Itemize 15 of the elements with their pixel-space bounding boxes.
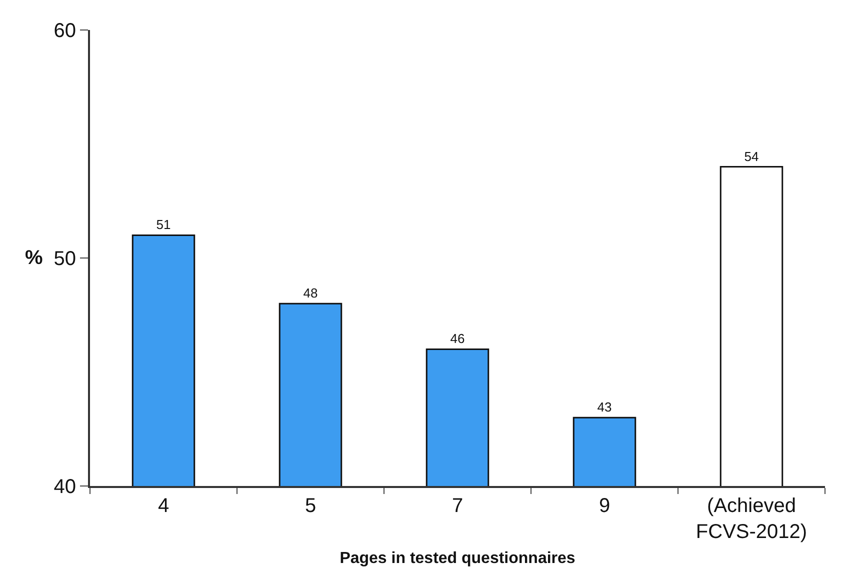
x-tick-label: 7 bbox=[452, 495, 464, 517]
y-tick-label: 60 bbox=[54, 20, 76, 42]
data-label: 48 bbox=[303, 286, 318, 301]
y-axis-title: % bbox=[25, 247, 43, 269]
x-axis-title: Pages in tested questionnaires bbox=[340, 550, 576, 568]
x-tick-label: 4 bbox=[158, 495, 170, 517]
data-label: 46 bbox=[450, 331, 465, 346]
y-tick-label: 40 bbox=[54, 476, 76, 498]
x-tick-label: 5 bbox=[304, 495, 316, 517]
data-label: 51 bbox=[156, 217, 171, 232]
x-tick-label: 9 bbox=[598, 495, 610, 517]
x-tick-label: (Achieved FCVS-2012) bbox=[696, 495, 808, 543]
data-label: 43 bbox=[597, 400, 612, 415]
data-label: 54 bbox=[744, 148, 759, 164]
y-tick-label: 50 bbox=[54, 248, 76, 270]
